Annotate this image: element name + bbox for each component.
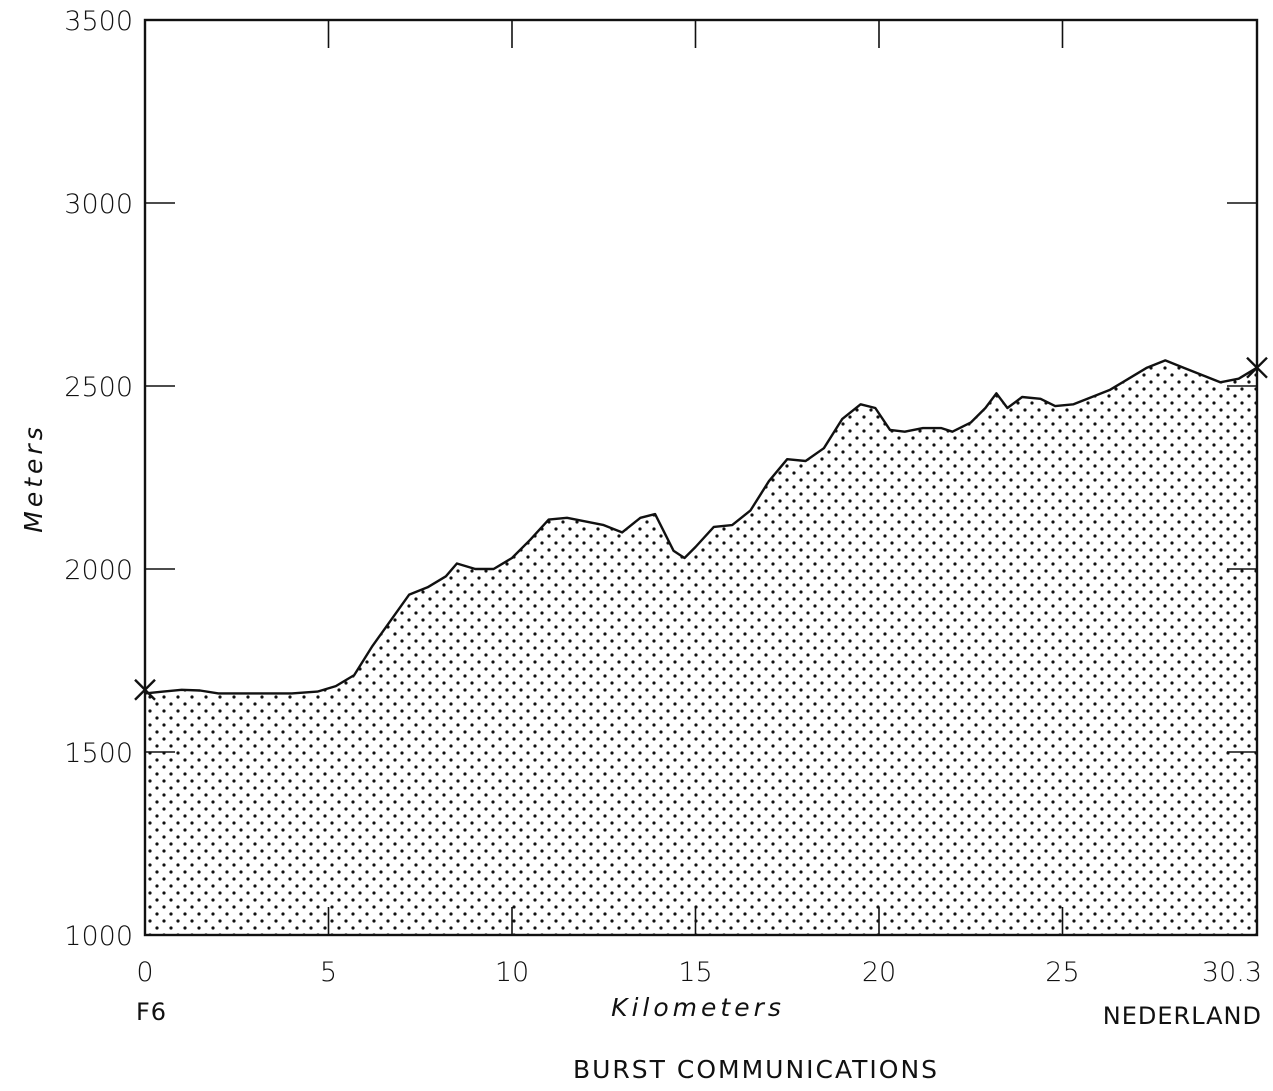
marker-stroke [1246, 356, 1268, 379]
x-tick-label: 25 [1045, 957, 1079, 988]
end-point-marker [1246, 356, 1268, 379]
y-axis-title: Meters [19, 423, 48, 532]
y-tick-label: 1500 [64, 738, 133, 769]
y-axis: 1000 1500 2000 2500 3000 3500 [64, 6, 1257, 952]
chart-caption: BURST COMMUNICATIONS [573, 1055, 939, 1084]
terrain-profile-line [144, 359, 1258, 695]
x-tick-label: 5 [320, 957, 337, 988]
x-tick-label: 15 [678, 957, 712, 988]
start-location-label: F6 [136, 998, 167, 1026]
y-tick-label: 2500 [64, 372, 133, 403]
x-tick-label: 30.3 [1202, 957, 1262, 988]
start-point-marker [134, 678, 156, 701]
terrain-area [145, 360, 1257, 935]
end-location-label: NEDERLAND [1103, 1002, 1262, 1030]
marker-stroke [134, 678, 156, 701]
y-tick-label: 1000 [64, 921, 133, 952]
y-tick-label: 3500 [64, 6, 133, 37]
x-tick-label: 10 [495, 957, 529, 988]
x-tick-label: 0 [136, 957, 153, 988]
y-tick-label: 3000 [64, 189, 133, 220]
x-tick-label: 20 [862, 957, 896, 988]
y-tick-label: 2000 [64, 555, 133, 586]
x-axis-title: Kilometers [611, 993, 785, 1022]
endpoint-markers [134, 356, 1268, 701]
plot-frame [143, 18, 1259, 937]
x-axis: 0 5 10 15 20 25 30.3 [136, 20, 1262, 988]
